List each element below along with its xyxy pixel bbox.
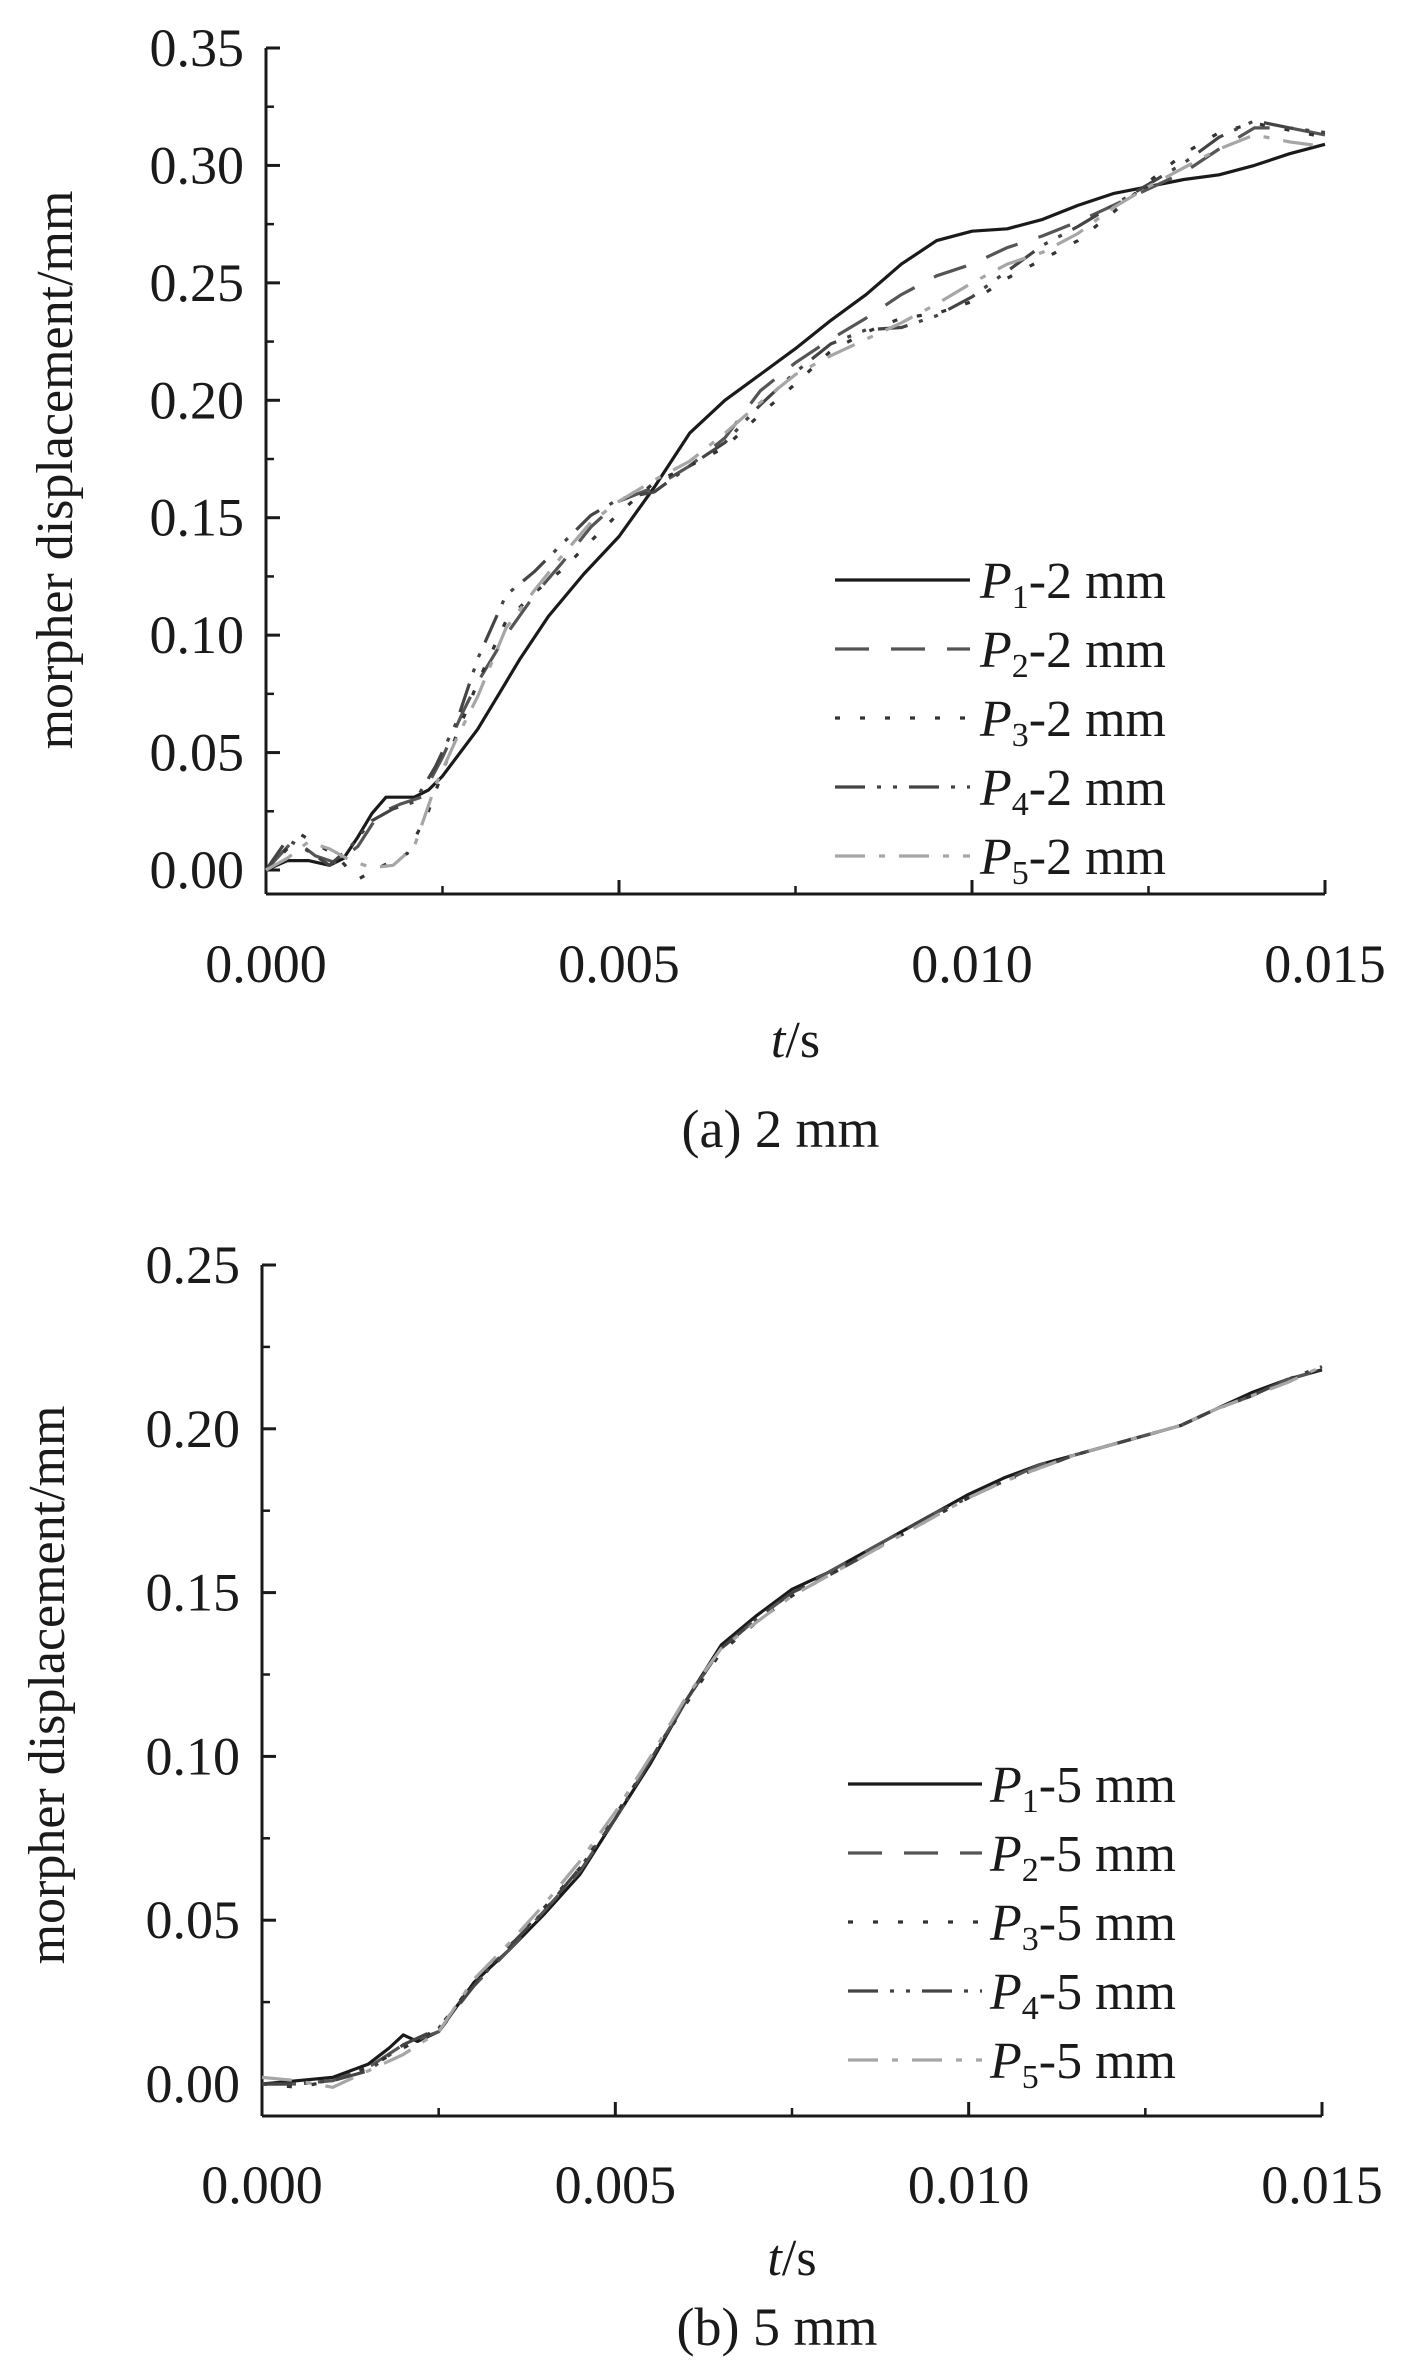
legend-label-rest: -5 mm	[1039, 2033, 1176, 2090]
y-tick-label: 0.05	[146, 1890, 241, 1950]
series-line-p4	[264, 119, 1326, 871]
x-tick-label: 0.000	[201, 2155, 323, 2215]
legend-label-symbol: P	[989, 1757, 1022, 1814]
y-axis-label: morpher displacement/mm	[19, 1406, 76, 1965]
chart-caption: (b) 5 mm	[677, 2297, 878, 2357]
chart-b-5mm: 0.00 0.05 0.10 0.15 0.20 0.25 0.000 0.005 0.010 0…	[19, 1235, 1383, 2357]
legend-label-symbol: P	[989, 1964, 1022, 2021]
y-tick-label: 0.10	[150, 605, 245, 665]
legend-label-p5: P5-5 mm	[989, 2033, 1176, 2096]
series-line-p5	[265, 133, 1326, 872]
x-axis-label-unit: /s	[785, 1012, 820, 1069]
legend-label-p5: P5-2 mm	[979, 829, 1166, 892]
legend-label-subscript: 4	[1012, 786, 1029, 823]
legend-label-p2: P2-2 mm	[979, 622, 1166, 685]
x-axis-label-var: t	[771, 1012, 787, 1069]
axes: 0.00 0.05 0.10 0.15 0.20 0.25 0.000 0.005 0.010 0…	[146, 1235, 1383, 2215]
legend-label-subscript: 4	[1022, 1990, 1039, 2027]
legend-label-rest: -5 mm	[1039, 1757, 1176, 1814]
y-axis-label: morpher displacement/mm	[27, 191, 84, 750]
legend-label-symbol: P	[979, 691, 1012, 748]
legend-label-symbol: P	[979, 829, 1012, 886]
x-tick-label: 0.015	[1264, 934, 1386, 994]
y-tick-label: 0.15	[146, 1563, 241, 1623]
y-tick-label: 0.10	[146, 1726, 241, 1786]
x-tick-label: 0.015	[1261, 2155, 1383, 2215]
legend-label-rest: -2 mm	[1029, 553, 1166, 610]
legend-label-p1: P1-2 mm	[979, 553, 1166, 616]
y-tick-label: 0.20	[146, 1399, 241, 1459]
legend-label-subscript: 3	[1012, 717, 1029, 754]
x-tick-label: 0.000	[205, 934, 327, 994]
legend-label-rest: -2 mm	[1029, 622, 1166, 679]
legend-label-symbol: P	[989, 1826, 1022, 1883]
x-axis-label: t/s	[767, 2230, 816, 2287]
legend-label-p2: P2-5 mm	[989, 1826, 1176, 1889]
series-line-p1	[265, 142, 1326, 872]
legend-label-p4: P4-2 mm	[979, 760, 1166, 823]
x-tick-label: 0.005	[558, 934, 680, 994]
legend-label-subscript: 1	[1012, 579, 1029, 616]
y-tick-label: 0.20	[150, 370, 245, 430]
y-tick-label: 0.00	[150, 840, 245, 900]
legend-label-subscript: 5	[1012, 855, 1029, 892]
plot-area	[264, 119, 1326, 881]
legend-label-subscript: 5	[1022, 2059, 1039, 2096]
legend-label-rest: -5 mm	[1039, 1826, 1176, 1883]
plot-area	[261, 1365, 1323, 2089]
series-line-p3	[261, 1368, 1323, 2089]
x-tick-label: 0.005	[555, 2155, 677, 2215]
legend-label-symbol: P	[989, 2033, 1022, 2090]
axes: 0.00 0.05 0.10 0.15 0.20 0.25 0.30 0.35 0.000 0.0…	[150, 18, 1386, 994]
legend-label-rest: -2 mm	[1029, 760, 1166, 817]
y-tick-label: 0.15	[150, 488, 245, 548]
y-tick-label: 0.30	[150, 135, 245, 195]
series-line-p4	[262, 1365, 1323, 2086]
legend-label-p4: P4-5 mm	[989, 1964, 1176, 2027]
legend-label-subscript: 2	[1022, 1852, 1039, 1889]
legend-label-rest: -5 mm	[1039, 1895, 1176, 1952]
legend-label-subscript: 3	[1022, 1921, 1039, 1958]
y-tick-label: 0.25	[146, 1235, 241, 1295]
x-axis-label: t/s	[771, 1012, 820, 1069]
legend-label-symbol: P	[979, 760, 1012, 817]
series-line-p3	[264, 121, 1326, 881]
chart-caption: (a) 2 mm	[682, 1099, 880, 1159]
y-tick-label: 0.05	[150, 723, 245, 783]
x-axis-label-var: t	[767, 2230, 783, 2287]
legend-label-p1: P1-5 mm	[989, 1757, 1176, 1820]
legend-label-p3: P3-5 mm	[989, 1895, 1176, 1958]
legend-label-p3: P3-2 mm	[979, 691, 1166, 754]
y-tick-label: 0.25	[150, 253, 245, 313]
legend-label-subscript: 1	[1022, 1783, 1039, 1820]
legend-label-symbol: P	[979, 553, 1012, 610]
legend-label-subscript: 2	[1012, 648, 1029, 685]
legend-label-symbol: P	[979, 622, 1012, 679]
legend-label-rest: -2 mm	[1029, 829, 1166, 886]
x-axis-label-unit: /s	[782, 2230, 817, 2287]
legend-label-rest: -2 mm	[1029, 691, 1166, 748]
series-line-p2	[264, 126, 1326, 872]
y-tick-label: 0.00	[146, 2054, 241, 2114]
legend-label-symbol: P	[989, 1895, 1022, 1952]
legend-label-rest: -5 mm	[1039, 1964, 1176, 2021]
chart-a-2mm: 0.00 0.05 0.10 0.15 0.20 0.25 0.30 0.35 0.000 0.0…	[27, 18, 1386, 1159]
y-tick-label: 0.35	[150, 18, 245, 78]
x-tick-label: 0.010	[911, 934, 1033, 994]
x-tick-label: 0.010	[908, 2155, 1030, 2215]
